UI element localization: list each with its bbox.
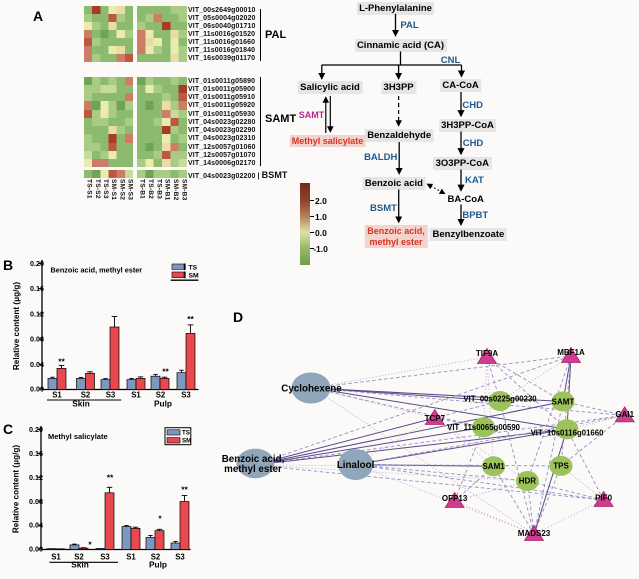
svg-text:Benzoic acid,: Benzoic acid,	[222, 454, 285, 465]
svg-text:0.12: 0.12	[30, 310, 44, 319]
svg-text:0.16: 0.16	[29, 449, 43, 458]
svg-text:**: **	[181, 485, 188, 495]
svg-text:methyl ester: methyl ester	[224, 464, 282, 475]
svg-text:S2: S2	[74, 553, 84, 562]
svg-text:Pulp: Pulp	[154, 399, 172, 409]
svg-text:*: *	[158, 514, 162, 524]
svg-text:Skin: Skin	[71, 560, 89, 570]
svg-text:OFP13: OFP13	[442, 494, 468, 503]
svg-text:SAM1: SAM1	[482, 462, 505, 471]
svg-text:S3: S3	[181, 391, 191, 400]
svg-text:0.04: 0.04	[29, 521, 43, 530]
svg-text:*: *	[88, 540, 92, 550]
svg-text:S1: S1	[51, 553, 61, 562]
svg-text:SAMT: SAMT	[552, 398, 575, 407]
svg-text:S2: S2	[151, 553, 161, 562]
svg-text:TIF9A: TIF9A	[476, 349, 498, 358]
svg-text:Linalool: Linalool	[337, 460, 375, 471]
svg-text:S3: S3	[100, 553, 110, 562]
svg-text:GAI1: GAI1	[615, 410, 634, 419]
svg-text:**: **	[162, 367, 169, 377]
svg-text:MADS23: MADS23	[518, 529, 551, 538]
svg-text:TS: TS	[182, 430, 190, 437]
svg-text:VIT_00s0225g00230: VIT_00s0225g00230	[463, 395, 537, 404]
svg-text:0.20: 0.20	[30, 259, 44, 268]
svg-text:SM: SM	[182, 438, 191, 445]
svg-text:Cyclohexene: Cyclohexene	[281, 383, 342, 394]
svg-text:SM: SM	[189, 273, 200, 280]
svg-text:0.00: 0.00	[30, 385, 44, 394]
svg-text:MBF1A: MBF1A	[557, 348, 585, 357]
svg-text:TS: TS	[189, 264, 198, 271]
svg-text:S3: S3	[175, 553, 185, 562]
svg-text:Skin: Skin	[72, 399, 90, 409]
svg-text:S2: S2	[81, 391, 91, 400]
svg-text:Methyl salicylate: Methyl salicylate	[48, 432, 108, 441]
svg-text:0.20: 0.20	[29, 425, 43, 434]
svg-text:Pulp: Pulp	[149, 560, 167, 570]
svg-text:0.04: 0.04	[30, 360, 44, 369]
svg-text:TCP7: TCP7	[425, 414, 446, 423]
svg-text:VIT_10s0116g01660: VIT_10s0116g01660	[531, 429, 604, 438]
svg-text:**: **	[58, 357, 65, 367]
svg-text:S1: S1	[52, 391, 62, 400]
svg-text:S1: S1	[131, 391, 141, 400]
svg-text:Relative content (μg/g): Relative content (μg/g)	[12, 282, 21, 371]
svg-text:TPS: TPS	[553, 462, 569, 471]
svg-text:0.16: 0.16	[30, 284, 44, 293]
svg-text:HDR: HDR	[519, 477, 537, 486]
svg-text:0.00: 0.00	[29, 545, 43, 554]
svg-text:VIT_11s0065g00590: VIT_11s0065g00590	[447, 423, 520, 432]
svg-text:PIF0: PIF0	[595, 494, 612, 503]
svg-text:Relative content (μg/g): Relative content (μg/g)	[12, 445, 21, 534]
svg-text:S2: S2	[156, 391, 166, 400]
svg-text:**: **	[107, 473, 114, 483]
svg-text:0.08: 0.08	[30, 335, 44, 344]
svg-text:S3: S3	[106, 391, 116, 400]
svg-text:0.12: 0.12	[29, 473, 43, 482]
svg-text:S1: S1	[126, 553, 136, 562]
svg-text:0.08: 0.08	[29, 497, 43, 506]
svg-text:**: **	[187, 314, 194, 324]
svg-text:Benzoic acid, methyl ester: Benzoic acid, methyl ester	[51, 266, 143, 275]
